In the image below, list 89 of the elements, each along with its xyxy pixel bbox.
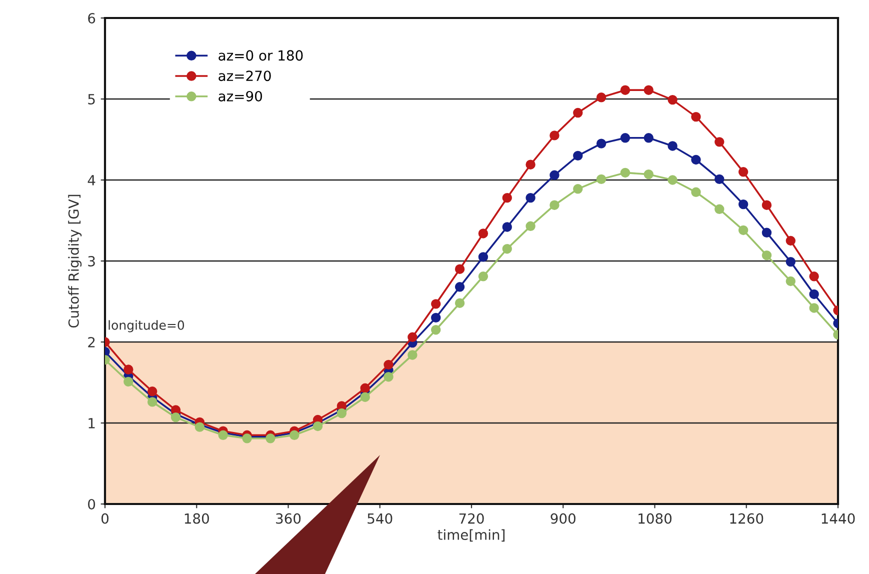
point	[312, 421, 323, 432]
legend-label: az=90	[218, 90, 262, 102]
point	[526, 160, 536, 170]
x-tick-label: 1440	[822, 513, 855, 524]
x-tick-label: 540	[368, 513, 392, 524]
band-label: longitude=0	[108, 320, 184, 332]
point	[170, 412, 181, 422]
point	[714, 204, 724, 214]
point	[620, 85, 630, 95]
point	[738, 199, 748, 210]
y-tick-label: 1	[88, 418, 95, 428]
point	[809, 303, 819, 313]
x-tick-label: 900	[550, 513, 576, 524]
point	[124, 376, 134, 387]
point	[408, 350, 418, 360]
point	[668, 175, 678, 185]
point	[668, 141, 678, 151]
point	[218, 430, 228, 440]
x-tick-label: 360	[276, 513, 301, 524]
point	[147, 386, 158, 396]
point	[454, 282, 465, 292]
point	[550, 170, 560, 180]
point	[714, 137, 724, 147]
point	[408, 332, 418, 342]
x-tick-label: 0	[101, 513, 108, 524]
point	[738, 167, 748, 177]
legend-label: az=0 or 180	[218, 50, 303, 61]
point	[596, 138, 606, 148]
point	[526, 192, 536, 203]
point	[596, 92, 606, 102]
x-tick-label: 720	[459, 513, 484, 524]
point	[336, 408, 347, 418]
point	[454, 298, 465, 308]
y-tick-label: 6	[88, 12, 96, 24]
point	[644, 133, 654, 143]
x-tick-label: 180	[184, 513, 209, 524]
point	[502, 192, 512, 203]
x-tick-label: 1260	[730, 513, 764, 524]
point	[431, 299, 441, 309]
point	[124, 364, 134, 374]
point	[431, 312, 441, 323]
point	[762, 250, 772, 260]
point	[478, 272, 488, 282]
point	[502, 244, 512, 254]
point	[786, 276, 796, 286]
point	[809, 272, 819, 282]
point	[691, 154, 701, 165]
legend-label: az=270	[218, 70, 271, 82]
point	[620, 133, 630, 143]
point	[360, 383, 370, 394]
point	[431, 324, 441, 335]
point	[644, 169, 654, 180]
point	[738, 225, 748, 236]
y-axis-title: Cutoff Rigidity [GV]	[68, 194, 82, 328]
point	[644, 85, 654, 95]
point	[573, 150, 583, 161]
point	[289, 430, 300, 440]
x-axis-title: time[min]	[438, 529, 505, 542]
point	[762, 200, 772, 210]
y-tick-label: 5	[88, 94, 95, 104]
point	[573, 184, 583, 194]
point	[550, 130, 560, 140]
point	[786, 256, 796, 267]
point	[526, 221, 536, 232]
point	[786, 236, 796, 246]
point	[691, 187, 701, 198]
point	[762, 228, 772, 238]
point	[478, 228, 488, 238]
point	[596, 174, 606, 184]
y-tick-label: 4	[88, 175, 96, 186]
point	[809, 289, 819, 300]
point	[691, 112, 701, 122]
point	[147, 397, 158, 407]
point	[194, 422, 205, 432]
point	[550, 200, 560, 210]
point	[668, 94, 678, 105]
point	[714, 174, 724, 184]
y-tick-label: 3	[88, 256, 95, 266]
y-tick-label: 2	[88, 336, 95, 348]
point	[620, 168, 630, 178]
y-tick-label: 0	[88, 498, 96, 510]
point	[454, 264, 465, 274]
x-tick-label: 1080	[638, 513, 672, 524]
point	[384, 360, 394, 370]
point	[478, 252, 488, 262]
point	[384, 372, 394, 382]
point	[360, 392, 370, 402]
point	[573, 108, 583, 118]
point	[502, 222, 512, 232]
